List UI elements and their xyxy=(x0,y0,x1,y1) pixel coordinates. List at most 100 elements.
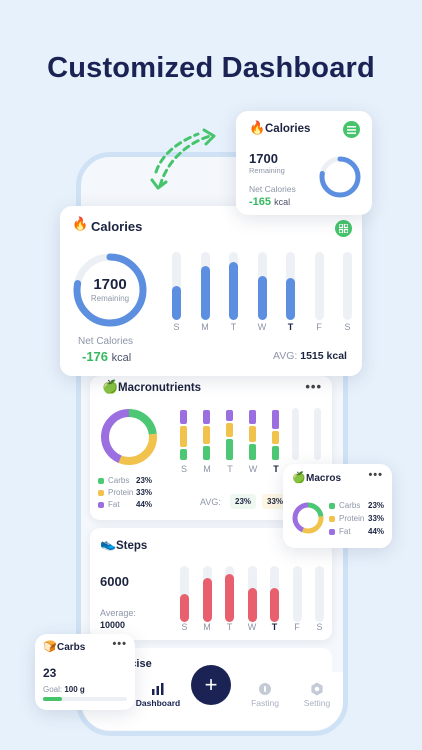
carbs-widget-value: 23 xyxy=(43,666,57,680)
macro-segment xyxy=(272,410,279,429)
goal-label: Goal: xyxy=(43,685,63,694)
bar-track xyxy=(314,252,324,320)
empty-bar xyxy=(292,408,299,460)
calories-title: Calories xyxy=(91,219,143,234)
apple-icon: 🍏 xyxy=(292,471,306,484)
day-label: S xyxy=(316,622,323,632)
day-label: W xyxy=(247,622,257,632)
legend-carbs: Carbs 23% xyxy=(98,476,152,485)
day-label: W xyxy=(248,464,258,474)
legend-value: 33% xyxy=(368,514,385,523)
macro-segment xyxy=(203,446,210,460)
nav-fasting-label: Fasting xyxy=(251,698,279,708)
day-label: S xyxy=(181,622,188,632)
more-icon[interactable]: ••• xyxy=(112,638,127,650)
bread-icon: 🍞 xyxy=(43,640,57,653)
legend-value: 23% xyxy=(368,501,385,510)
bar-fill xyxy=(247,588,257,622)
carbs-progress-track xyxy=(43,697,127,701)
macro-stack-bar xyxy=(180,408,187,460)
macro-stack-bar xyxy=(249,408,256,460)
bar-fill xyxy=(286,277,295,320)
empty-bar xyxy=(314,408,321,460)
legend-label: Fat xyxy=(339,527,351,536)
net-calories-label: Net Calories xyxy=(78,336,134,347)
fire-icon: 🔥 xyxy=(72,217,89,232)
bar-fill xyxy=(200,265,210,320)
avg-label: AVG: xyxy=(273,350,298,362)
macros-widget[interactable]: 🍏 Macros ••• Carbs 23% Protein 33% Fat 4… xyxy=(283,464,392,548)
shoe-icon: 👟 xyxy=(100,537,117,552)
day-label: F xyxy=(316,322,322,332)
bar-fill xyxy=(225,574,234,622)
apple-icon: 🍏 xyxy=(102,380,119,395)
calories-remaining-value: 1700 xyxy=(93,276,127,293)
avg-label: AVG: xyxy=(200,497,221,507)
macro-segment xyxy=(226,423,233,437)
day-label: T xyxy=(287,322,294,332)
grid-icon[interactable] xyxy=(335,220,352,237)
macro-segment xyxy=(226,438,233,460)
day-label: T xyxy=(226,622,233,632)
macros-widget-donut xyxy=(292,502,324,534)
nav-fasting[interactable]: Fasting xyxy=(235,682,295,708)
list-icon[interactable] xyxy=(343,121,360,138)
nav-setting[interactable]: Setting xyxy=(287,682,347,708)
bar-track xyxy=(200,252,210,320)
avg-calories: AVG: 1515 kcal xyxy=(273,350,347,362)
legend-protein: Protein 33% xyxy=(98,488,152,497)
day-label: T xyxy=(271,622,278,632)
bar-track xyxy=(172,252,181,320)
net-calories-value: -176 xyxy=(82,349,109,364)
macro-segment xyxy=(180,449,187,460)
legend-label: Protein xyxy=(108,488,134,497)
macro-segment xyxy=(249,425,256,442)
day-label: T xyxy=(227,464,233,474)
calories-widget-ring xyxy=(319,156,361,198)
calories-widget[interactable]: 🔥 Calories 1700 Remaining Net Calories -… xyxy=(236,111,372,215)
legend-carbs: Carbs 23% xyxy=(329,501,384,510)
bar-fill xyxy=(180,594,189,622)
protein-dot xyxy=(98,489,104,496)
fat-dot xyxy=(98,501,104,508)
carbs-dot xyxy=(329,502,335,509)
more-icon[interactable]: ••• xyxy=(305,379,322,394)
calories-widget-net: -165 kcal xyxy=(249,196,290,208)
calories-ring xyxy=(73,253,147,327)
swap-arrow-icon xyxy=(150,128,216,190)
bar-track xyxy=(229,252,238,320)
avg-value: 1515 kcal xyxy=(300,350,347,362)
legend-value: 44% xyxy=(368,527,385,536)
macronutrients-card[interactable]: 🍏 Macronutrients ••• Carbs 23% Protein 3… xyxy=(90,376,332,520)
legend-fat: Fat 44% xyxy=(329,527,384,536)
day-label: M xyxy=(203,464,211,474)
more-icon[interactable]: ••• xyxy=(368,469,383,481)
add-button[interactable]: + xyxy=(191,665,231,705)
carbs-widget[interactable]: 🍞 Carbs ••• 23 Goal: 100 g xyxy=(35,634,135,710)
goal-value: 100 g xyxy=(64,685,85,694)
carbs-dot xyxy=(98,477,104,484)
legend-fat: Fat 44% xyxy=(98,500,152,509)
carbs-widget-title: Carbs xyxy=(57,642,86,653)
steps-average-value: 10000 xyxy=(100,620,126,630)
day-label: S xyxy=(344,322,351,332)
day-label: S xyxy=(173,322,180,332)
bar-track xyxy=(257,252,267,320)
legend-label: Protein xyxy=(339,514,365,523)
macro-segment xyxy=(272,446,279,460)
nav-setting-label: Setting xyxy=(303,698,331,708)
macro-stack-bar xyxy=(226,408,233,460)
calories-card[interactable]: 🔥 Calories 1700 Remaining Net Calories -… xyxy=(60,206,362,376)
steps-title: Steps xyxy=(116,540,148,552)
macro-stack-bar xyxy=(272,408,279,460)
nav-dashboard[interactable]: Dashboard xyxy=(128,682,188,708)
day-label: T xyxy=(273,464,279,474)
day-label: T xyxy=(230,322,237,332)
day-label: F xyxy=(294,622,300,632)
bar-track xyxy=(270,566,279,622)
steps-value: 6000 xyxy=(100,574,129,589)
macro-segment xyxy=(249,410,256,424)
day-label: S xyxy=(180,464,187,474)
bar-track xyxy=(180,566,189,622)
bar-track xyxy=(343,252,352,320)
